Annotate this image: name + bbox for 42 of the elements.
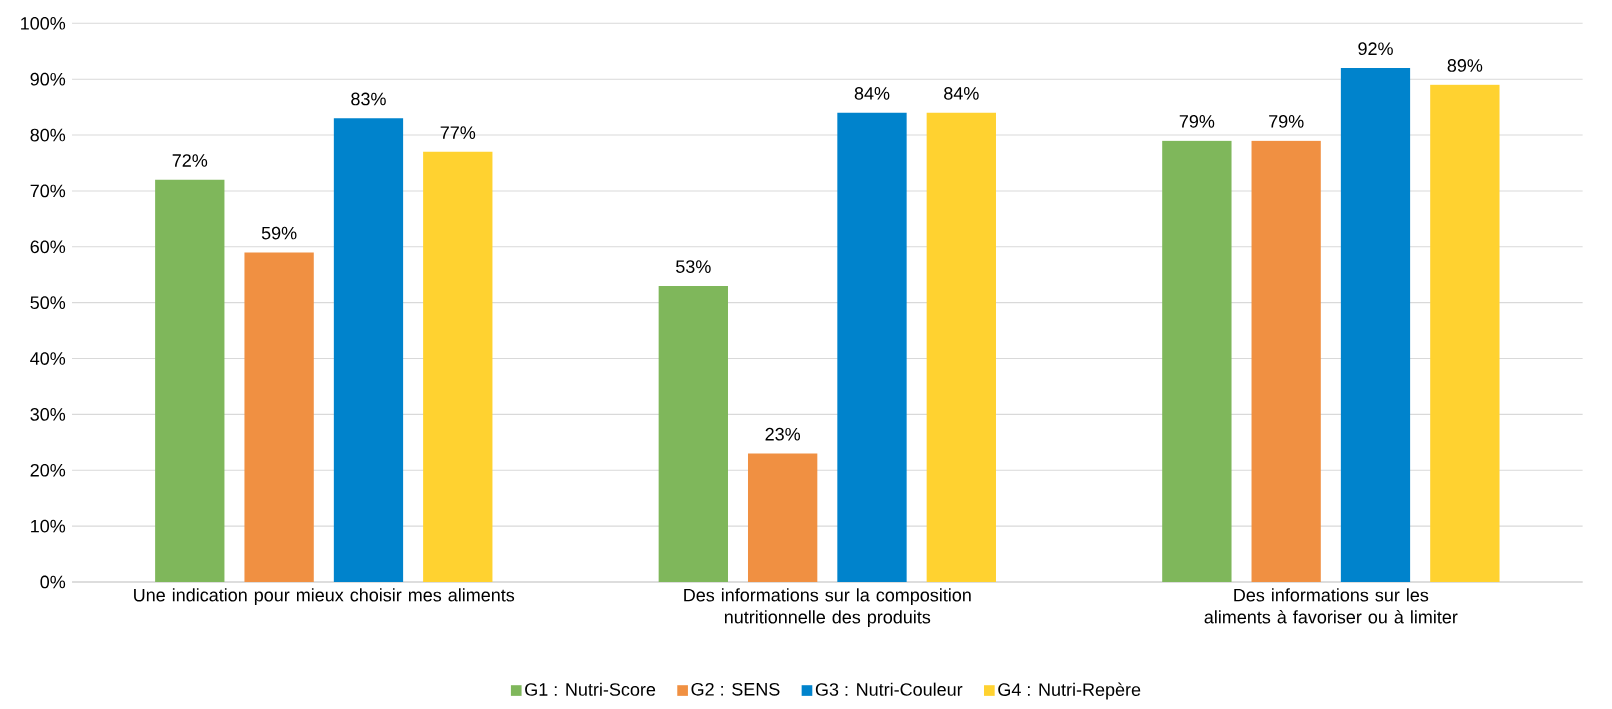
bar (244, 252, 314, 582)
x-tick-label: Une indication pour mieux choisir mes aliments (134, 588, 515, 606)
bar (155, 179, 225, 582)
y-tick-label: 50% (30, 296, 66, 310)
data-label: 79% (1269, 114, 1304, 128)
legend-label: G3 : Nutri-Couleur (815, 682, 963, 696)
data-label: 92% (1358, 42, 1393, 56)
bar (1340, 68, 1411, 582)
bar (1430, 84, 1500, 582)
bar (837, 112, 907, 582)
y-tick-label: 60% (30, 240, 66, 254)
y-tick-label: 70% (30, 184, 66, 198)
x-tick-label: Des informations sur les aliments à favoriser ou à limiter (1204, 588, 1458, 624)
bar (747, 453, 818, 582)
data-label: 84% (944, 87, 979, 100)
data-label: 72% (172, 154, 208, 167)
y-tick-label: 80% (30, 128, 66, 142)
data-label: 89% (1447, 59, 1483, 72)
y-tick-label: 0% (40, 575, 66, 589)
y-tick-label: 100% (21, 16, 66, 30)
legend-label: G4 : Nutri-Repère (998, 682, 1141, 700)
data-label: 77% (440, 126, 476, 139)
data-label: 84% (854, 87, 890, 100)
bar (423, 151, 493, 582)
bar (333, 118, 404, 582)
y-tick-label: 10% (31, 519, 66, 533)
legend-label: G2 : SENS (691, 682, 780, 696)
data-label: 53% (676, 260, 711, 273)
y-tick-label: 90% (30, 72, 66, 86)
data-label: 59% (261, 226, 297, 240)
y-tick-label: 30% (30, 408, 66, 421)
y-tick-label: 20% (30, 463, 66, 477)
bar (1162, 140, 1232, 582)
bar (658, 285, 728, 582)
x-tick-label: Des informations sur la composition nutritionnelle des produits (684, 588, 971, 628)
data-label: 23% (765, 427, 801, 441)
data-label: 79% (1179, 114, 1215, 128)
y-tick-label: 40% (30, 352, 66, 365)
bar (1251, 140, 1321, 582)
legend-label: G1 : Nutri-Score (525, 682, 656, 696)
bar (926, 112, 996, 582)
data-label: 83% (351, 92, 386, 106)
